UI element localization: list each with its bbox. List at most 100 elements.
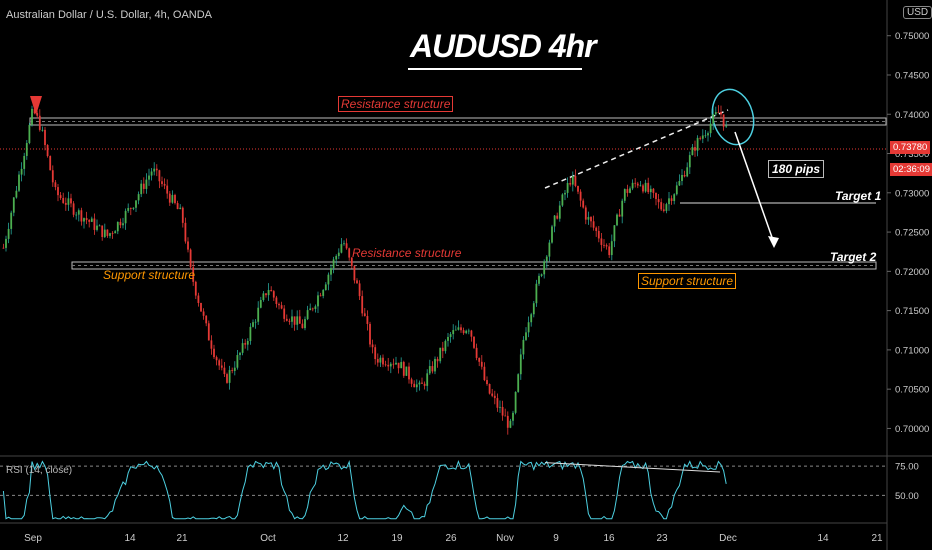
candle-body	[545, 256, 548, 262]
candle-body	[587, 217, 590, 220]
candle-body	[46, 145, 49, 157]
y-tick-label: 0.71000	[895, 345, 929, 356]
rsi-label[interactable]: RSI (14, close)	[6, 465, 73, 476]
x-tick-label: Nov	[496, 533, 514, 544]
last-price-tag: 0.73780	[890, 141, 931, 154]
candle-body	[699, 137, 702, 139]
candle-body	[496, 398, 499, 408]
candle-body	[322, 290, 325, 296]
candle-body	[579, 191, 582, 201]
candle-body	[317, 295, 319, 307]
candle-body	[540, 274, 543, 276]
candle-body	[421, 382, 423, 384]
candle-body	[155, 168, 158, 171]
candle-body	[244, 343, 247, 345]
candle-body	[228, 370, 231, 383]
candle-body	[49, 156, 52, 171]
candle-body	[181, 207, 184, 223]
price-axis[interactable]: 0.70000 0.70500 0.71000 0.71500 0.72000 0.725…	[887, 31, 929, 435]
candle-body	[709, 123, 712, 134]
candle-body	[356, 280, 358, 284]
candle-body	[7, 228, 10, 239]
candle-body	[109, 233, 111, 236]
candle-body	[265, 293, 267, 296]
candle-body	[101, 225, 104, 237]
candle-body	[233, 367, 236, 371]
y-tick-label: 0.73000	[895, 188, 929, 199]
candle-body	[80, 210, 83, 222]
x-tick-label: Dec	[719, 533, 737, 544]
candle-body	[460, 327, 462, 331]
candle-body	[642, 185, 644, 192]
candle-body	[116, 221, 119, 232]
candle-body	[397, 362, 400, 369]
candle-body	[512, 412, 514, 421]
candle-body	[161, 181, 163, 184]
projection-arrow-line	[734, 131, 775, 244]
candle-body	[694, 147, 696, 151]
y-tick-label: 0.75000	[895, 31, 929, 42]
candle-body	[246, 340, 249, 345]
candle-body	[348, 248, 351, 258]
resistance-label-mid: Resistance structure	[352, 246, 462, 260]
candle-body	[483, 366, 486, 381]
candle-body	[434, 358, 436, 372]
x-tick-label: 14	[817, 533, 829, 544]
y-tick-label: 0.71500	[895, 306, 929, 317]
candle-body	[379, 357, 382, 363]
chart-title: AUDUSD 4hr	[410, 28, 597, 64]
currency-button[interactable]: USD	[903, 6, 932, 19]
target2-label: Target 2	[830, 250, 877, 264]
candle-body	[280, 305, 283, 309]
resistance-label-top: Resistance structure	[338, 96, 454, 112]
candle-body	[405, 366, 408, 376]
candle-body	[192, 267, 195, 282]
time-axis[interactable]: Sep 14 21 Oct 12 19 26 Nov 9 16 23 Dec 14 21	[24, 533, 883, 544]
candle-body	[384, 364, 387, 366]
candle-body	[527, 322, 530, 333]
candle-body	[597, 230, 600, 239]
candle-body	[439, 347, 442, 362]
candle-body	[707, 133, 709, 136]
candle-body	[717, 112, 720, 113]
candle-body	[332, 259, 335, 269]
candle-body	[293, 316, 296, 325]
support-label-right: Support structure	[638, 273, 737, 289]
candle-body	[478, 357, 481, 362]
y-tick-label: 0.70000	[895, 424, 929, 435]
candle-body	[569, 182, 572, 185]
candle-body	[51, 170, 54, 183]
candle-body	[473, 336, 475, 348]
candle-body	[491, 393, 494, 396]
candle-body	[140, 183, 143, 195]
candle-body	[220, 365, 223, 368]
candle-body	[137, 194, 140, 201]
candle-body	[486, 380, 488, 385]
candle-body	[402, 362, 405, 376]
candle-body	[452, 330, 455, 335]
candle-body	[714, 112, 717, 115]
candle-body	[392, 363, 395, 365]
candle-body	[358, 283, 361, 297]
candle-body	[652, 188, 655, 193]
support-label-left: Support structure	[103, 268, 196, 282]
candle-body	[343, 243, 345, 245]
candle-body	[543, 261, 546, 275]
candle-body	[166, 185, 169, 194]
candle-body	[223, 367, 226, 375]
candle-body	[93, 218, 96, 230]
rsi-pane[interactable]: 75.00 50.00	[0, 459, 919, 520]
candle-body	[54, 182, 57, 188]
candle-body	[462, 330, 465, 334]
candle-body	[252, 322, 254, 327]
candle-body	[218, 360, 221, 366]
candle-body	[499, 406, 501, 408]
candle-body	[374, 347, 377, 360]
candle-body	[197, 295, 200, 303]
symbol-header[interactable]: Australian Dollar / U.S. Dollar, 4h, OAN…	[6, 9, 213, 21]
candle-body	[639, 185, 642, 187]
candle-body	[83, 218, 85, 222]
candle-body	[603, 244, 605, 246]
y-tick-label: 0.72000	[895, 267, 929, 278]
